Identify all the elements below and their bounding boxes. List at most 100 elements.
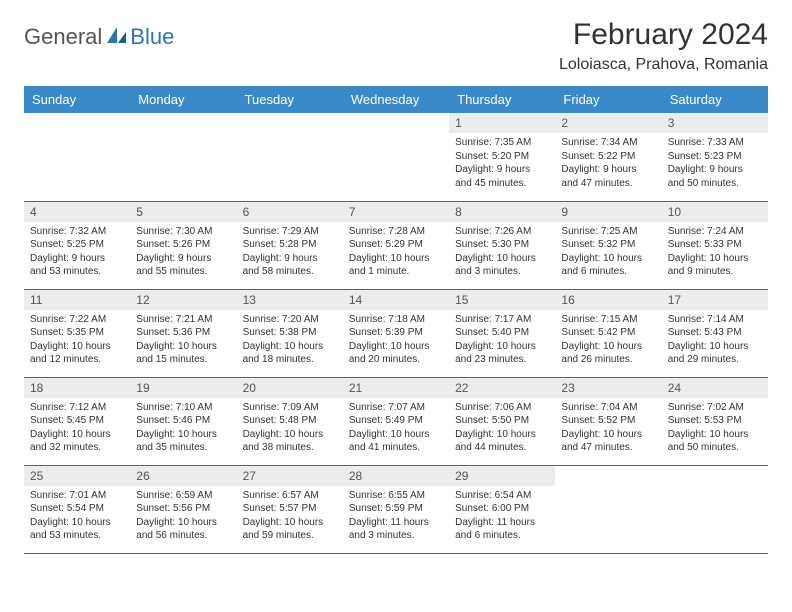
- day-info: Sunrise: 7:29 AMSunset: 5:28 PMDaylight:…: [237, 222, 343, 285]
- day-info: Sunrise: 7:24 AMSunset: 5:33 PMDaylight:…: [662, 222, 768, 285]
- calendar-day-cell: 24Sunrise: 7:02 AMSunset: 5:53 PMDayligh…: [662, 377, 768, 465]
- calendar-empty-cell: [662, 465, 768, 553]
- day-info: Sunrise: 7:22 AMSunset: 5:35 PMDaylight:…: [24, 310, 130, 373]
- day-number: 8: [449, 202, 555, 222]
- day-number: 27: [237, 466, 343, 486]
- day-info: Sunrise: 7:07 AMSunset: 5:49 PMDaylight:…: [343, 398, 449, 461]
- weekday-header: Tuesday: [237, 86, 343, 113]
- weekday-header: Monday: [130, 86, 236, 113]
- day-number: 23: [555, 378, 661, 398]
- day-number: 13: [237, 290, 343, 310]
- day-number: 19: [130, 378, 236, 398]
- logo-sail-icon: [106, 26, 128, 49]
- calendar-day-cell: 12Sunrise: 7:21 AMSunset: 5:36 PMDayligh…: [130, 289, 236, 377]
- calendar-day-cell: 16Sunrise: 7:15 AMSunset: 5:42 PMDayligh…: [555, 289, 661, 377]
- day-info: Sunrise: 7:25 AMSunset: 5:32 PMDaylight:…: [555, 222, 661, 285]
- day-info: Sunrise: 7:30 AMSunset: 5:26 PMDaylight:…: [130, 222, 236, 285]
- day-info: Sunrise: 6:57 AMSunset: 5:57 PMDaylight:…: [237, 486, 343, 549]
- weekday-header: Thursday: [449, 86, 555, 113]
- day-info: Sunrise: 7:12 AMSunset: 5:45 PMDaylight:…: [24, 398, 130, 461]
- day-info: Sunrise: 6:54 AMSunset: 6:00 PMDaylight:…: [449, 486, 555, 549]
- day-number: 12: [130, 290, 236, 310]
- calendar-week-row: 4Sunrise: 7:32 AMSunset: 5:25 PMDaylight…: [24, 201, 768, 289]
- day-info: Sunrise: 7:09 AMSunset: 5:48 PMDaylight:…: [237, 398, 343, 461]
- day-number: 1: [449, 113, 555, 133]
- day-number: 24: [662, 378, 768, 398]
- day-number: 29: [449, 466, 555, 486]
- calendar-day-cell: 6Sunrise: 7:29 AMSunset: 5:28 PMDaylight…: [237, 201, 343, 289]
- calendar-empty-cell: [555, 465, 661, 553]
- day-number: 7: [343, 202, 449, 222]
- calendar-week-row: 25Sunrise: 7:01 AMSunset: 5:54 PMDayligh…: [24, 465, 768, 553]
- day-info: Sunrise: 7:20 AMSunset: 5:38 PMDaylight:…: [237, 310, 343, 373]
- day-number: 6: [237, 202, 343, 222]
- day-info: Sunrise: 7:21 AMSunset: 5:36 PMDaylight:…: [130, 310, 236, 373]
- weekday-header: Saturday: [662, 86, 768, 113]
- day-number: 15: [449, 290, 555, 310]
- day-number: 28: [343, 466, 449, 486]
- day-number: 4: [24, 202, 130, 222]
- calendar-day-cell: 3Sunrise: 7:33 AMSunset: 5:23 PMDaylight…: [662, 113, 768, 201]
- calendar-week-row: 1Sunrise: 7:35 AMSunset: 5:20 PMDaylight…: [24, 113, 768, 201]
- calendar-day-cell: 29Sunrise: 6:54 AMSunset: 6:00 PMDayligh…: [449, 465, 555, 553]
- calendar-day-cell: 18Sunrise: 7:12 AMSunset: 5:45 PMDayligh…: [24, 377, 130, 465]
- day-info: Sunrise: 7:33 AMSunset: 5:23 PMDaylight:…: [662, 133, 768, 196]
- calendar-empty-cell: [130, 113, 236, 201]
- logo: General Blue: [24, 24, 174, 50]
- day-info: Sunrise: 7:35 AMSunset: 5:20 PMDaylight:…: [449, 133, 555, 196]
- day-number: 16: [555, 290, 661, 310]
- day-number: 22: [449, 378, 555, 398]
- calendar-day-cell: 14Sunrise: 7:18 AMSunset: 5:39 PMDayligh…: [343, 289, 449, 377]
- day-info: Sunrise: 6:55 AMSunset: 5:59 PMDaylight:…: [343, 486, 449, 549]
- calendar-day-cell: 13Sunrise: 7:20 AMSunset: 5:38 PMDayligh…: [237, 289, 343, 377]
- calendar-week-row: 11Sunrise: 7:22 AMSunset: 5:35 PMDayligh…: [24, 289, 768, 377]
- calendar-day-cell: 4Sunrise: 7:32 AMSunset: 5:25 PMDaylight…: [24, 201, 130, 289]
- day-number: 26: [130, 466, 236, 486]
- calendar-empty-cell: [237, 113, 343, 201]
- calendar-day-cell: 11Sunrise: 7:22 AMSunset: 5:35 PMDayligh…: [24, 289, 130, 377]
- calendar-day-cell: 1Sunrise: 7:35 AMSunset: 5:20 PMDaylight…: [449, 113, 555, 201]
- calendar-body: 1Sunrise: 7:35 AMSunset: 5:20 PMDaylight…: [24, 113, 768, 553]
- day-number: 9: [555, 202, 661, 222]
- day-number: 21: [343, 378, 449, 398]
- day-info: Sunrise: 7:32 AMSunset: 5:25 PMDaylight:…: [24, 222, 130, 285]
- calendar-day-cell: 28Sunrise: 6:55 AMSunset: 5:59 PMDayligh…: [343, 465, 449, 553]
- day-number: 17: [662, 290, 768, 310]
- day-number: 14: [343, 290, 449, 310]
- logo-text-general: General: [24, 24, 102, 50]
- weekday-header: Wednesday: [343, 86, 449, 113]
- day-info: Sunrise: 7:15 AMSunset: 5:42 PMDaylight:…: [555, 310, 661, 373]
- location: Loloiasca, Prahova, Romania: [559, 56, 768, 74]
- calendar-day-cell: 19Sunrise: 7:10 AMSunset: 5:46 PMDayligh…: [130, 377, 236, 465]
- calendar-day-cell: 23Sunrise: 7:04 AMSunset: 5:52 PMDayligh…: [555, 377, 661, 465]
- calendar-day-cell: 21Sunrise: 7:07 AMSunset: 5:49 PMDayligh…: [343, 377, 449, 465]
- day-info: Sunrise: 7:26 AMSunset: 5:30 PMDaylight:…: [449, 222, 555, 285]
- calendar-header-row: SundayMondayTuesdayWednesdayThursdayFrid…: [24, 86, 768, 113]
- calendar-day-cell: 17Sunrise: 7:14 AMSunset: 5:43 PMDayligh…: [662, 289, 768, 377]
- title-block: February 2024 Loloiasca, Prahova, Romani…: [559, 18, 768, 74]
- calendar-week-row: 18Sunrise: 7:12 AMSunset: 5:45 PMDayligh…: [24, 377, 768, 465]
- day-info: Sunrise: 7:34 AMSunset: 5:22 PMDaylight:…: [555, 133, 661, 196]
- day-number: 5: [130, 202, 236, 222]
- calendar-table: SundayMondayTuesdayWednesdayThursdayFrid…: [24, 86, 768, 554]
- calendar-empty-cell: [343, 113, 449, 201]
- day-number: 2: [555, 113, 661, 133]
- day-info: Sunrise: 7:18 AMSunset: 5:39 PMDaylight:…: [343, 310, 449, 373]
- day-info: Sunrise: 7:17 AMSunset: 5:40 PMDaylight:…: [449, 310, 555, 373]
- day-info: Sunrise: 7:02 AMSunset: 5:53 PMDaylight:…: [662, 398, 768, 461]
- calendar-empty-cell: [24, 113, 130, 201]
- day-number: 20: [237, 378, 343, 398]
- weekday-header: Friday: [555, 86, 661, 113]
- calendar-day-cell: 7Sunrise: 7:28 AMSunset: 5:29 PMDaylight…: [343, 201, 449, 289]
- calendar-day-cell: 2Sunrise: 7:34 AMSunset: 5:22 PMDaylight…: [555, 113, 661, 201]
- day-number: 10: [662, 202, 768, 222]
- day-info: Sunrise: 7:28 AMSunset: 5:29 PMDaylight:…: [343, 222, 449, 285]
- calendar-day-cell: 9Sunrise: 7:25 AMSunset: 5:32 PMDaylight…: [555, 201, 661, 289]
- day-info: Sunrise: 7:06 AMSunset: 5:50 PMDaylight:…: [449, 398, 555, 461]
- calendar-day-cell: 22Sunrise: 7:06 AMSunset: 5:50 PMDayligh…: [449, 377, 555, 465]
- calendar-day-cell: 27Sunrise: 6:57 AMSunset: 5:57 PMDayligh…: [237, 465, 343, 553]
- day-info: Sunrise: 7:14 AMSunset: 5:43 PMDaylight:…: [662, 310, 768, 373]
- day-number: 3: [662, 113, 768, 133]
- calendar-day-cell: 20Sunrise: 7:09 AMSunset: 5:48 PMDayligh…: [237, 377, 343, 465]
- weekday-header: Sunday: [24, 86, 130, 113]
